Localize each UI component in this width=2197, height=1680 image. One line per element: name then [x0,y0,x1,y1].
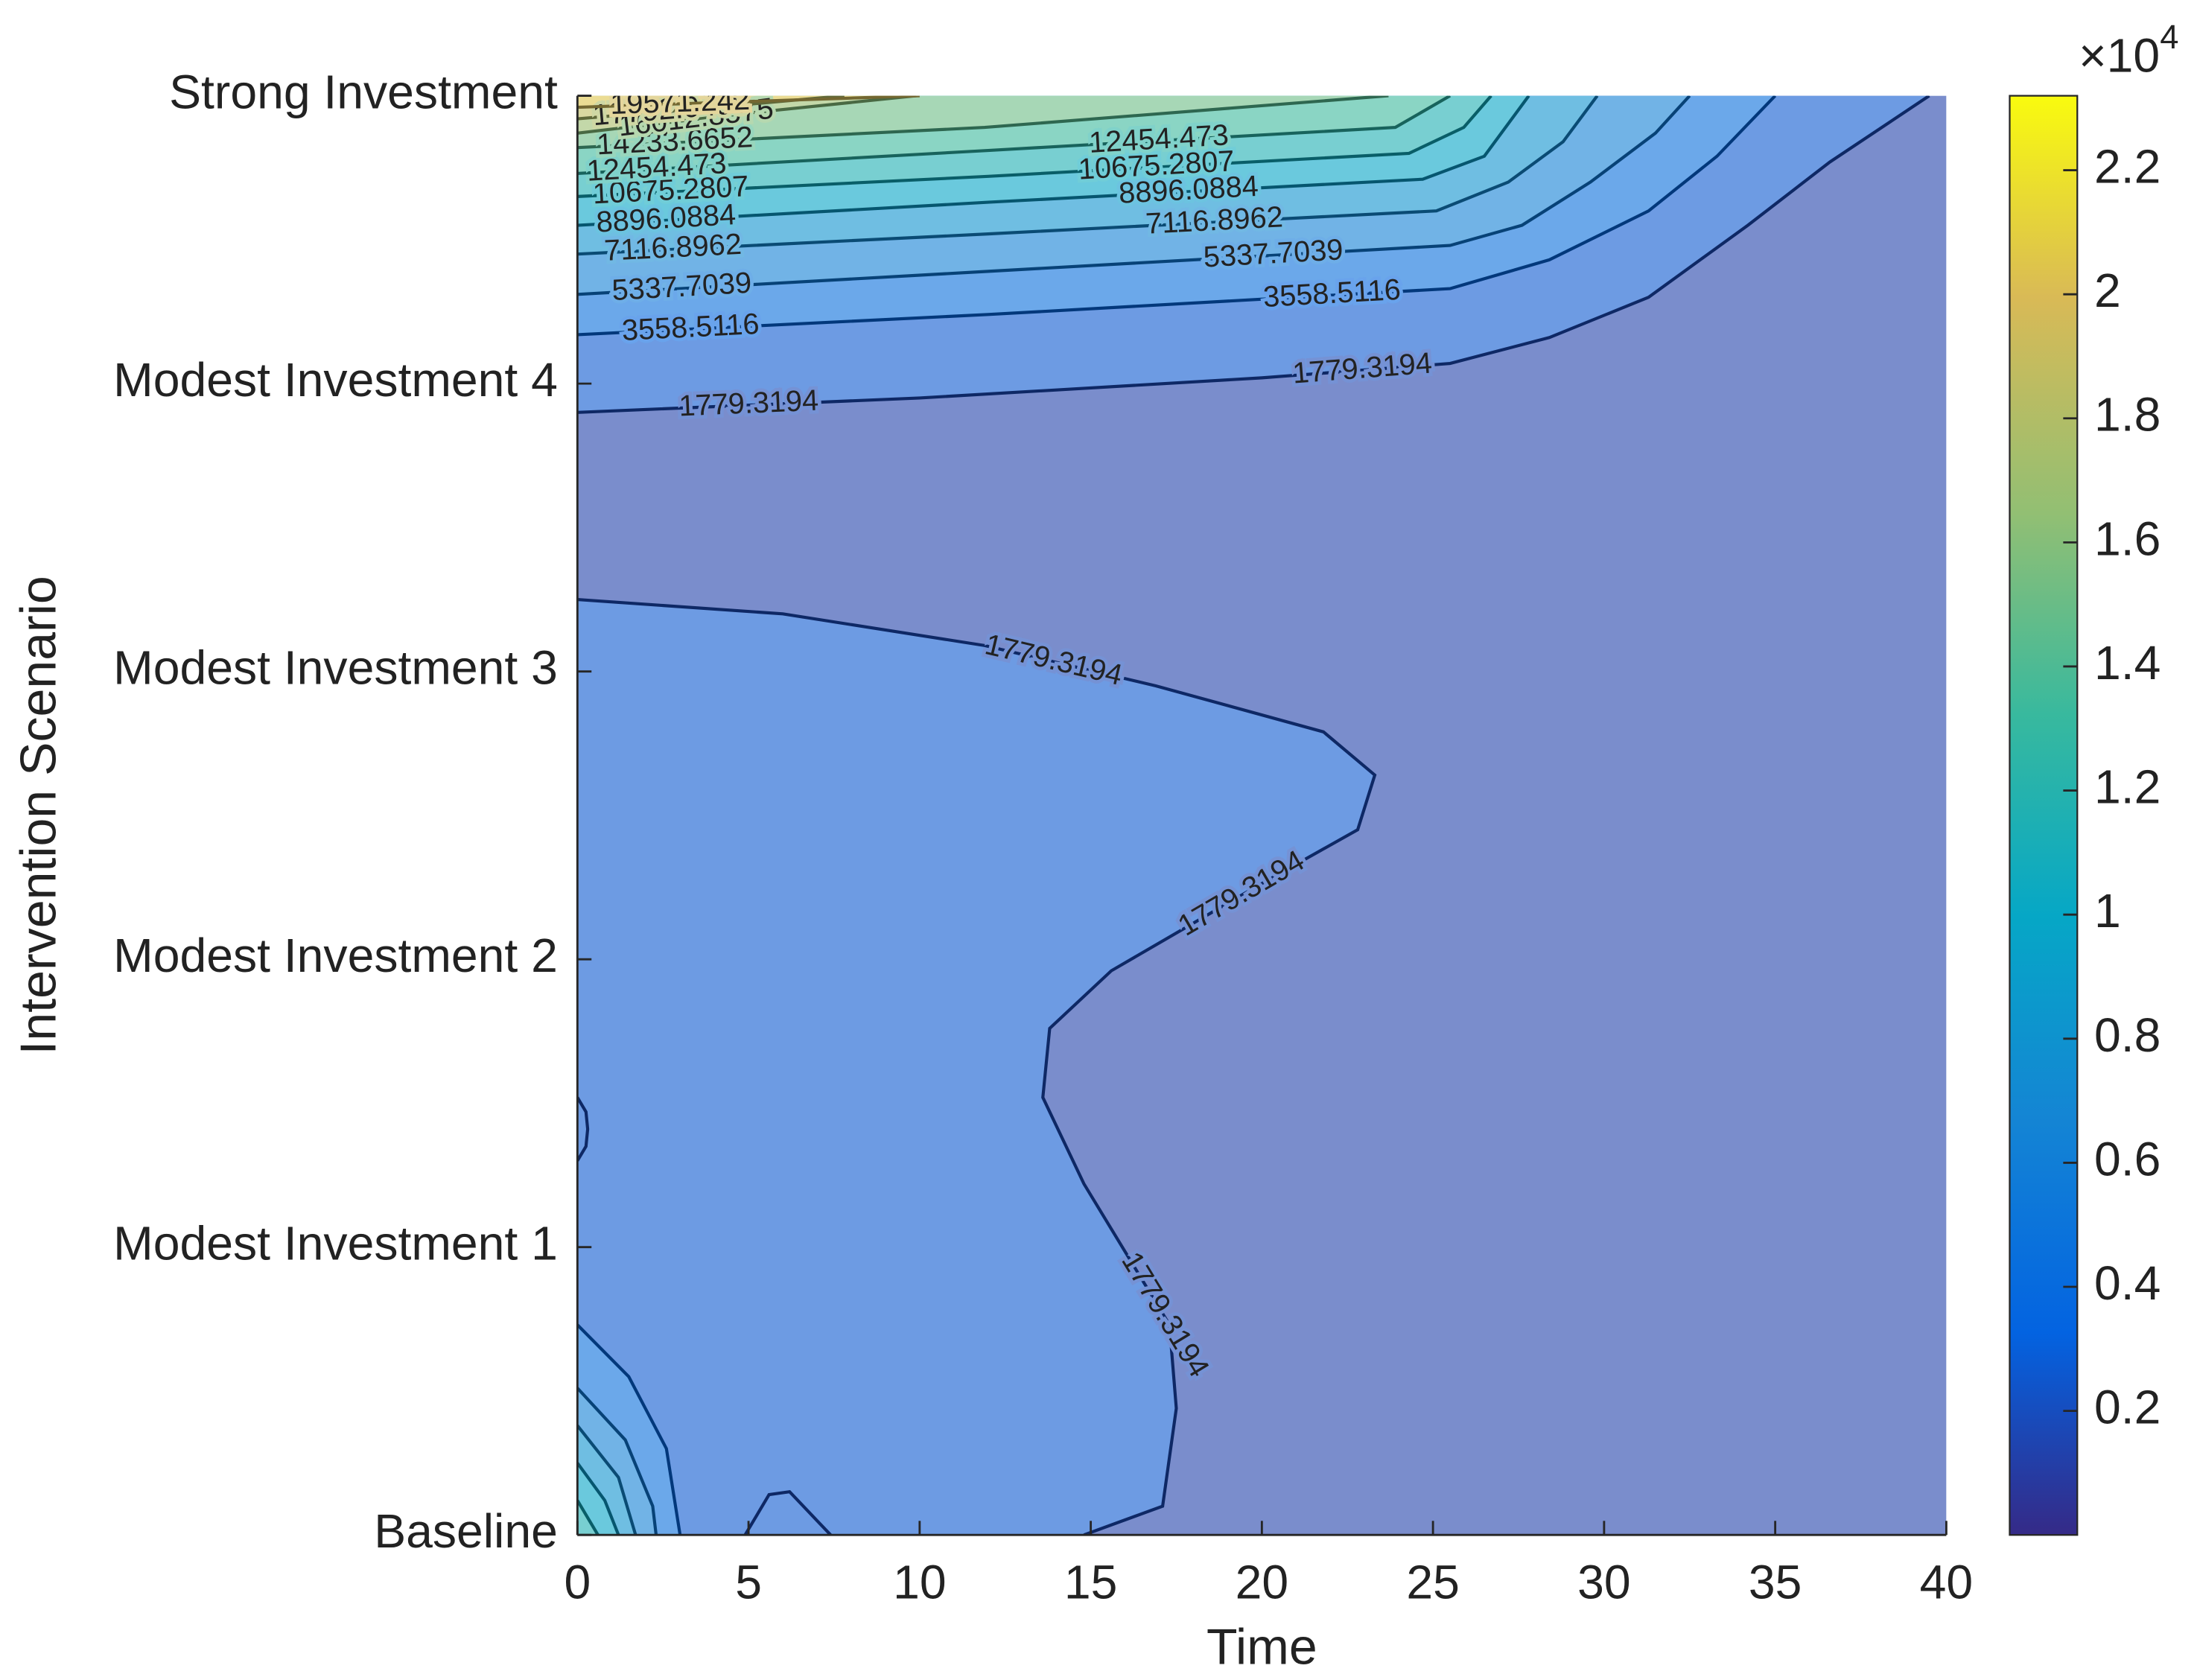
contour-line [577,95,1777,337]
y-axis-title: Intervention Scenario [10,576,67,1054]
axes [576,95,1948,1536]
colorbar-tick-label: 0.2 [2094,1381,2161,1434]
contour-line [577,1323,682,1536]
y-tick-label: Strong Investment [169,66,558,119]
contour-line [577,95,1599,256]
contour-label: 7116.8962 [1145,200,1284,240]
contour-line [577,95,917,135]
x-tick-label: 5 [735,1555,762,1609]
contour-lines: 1779.31941779.31941779.31941779.31941779… [577,83,1930,1536]
contour-band [577,599,1376,1536]
contour-label: 3558.5116 [621,308,760,347]
colorbar-tick-label: 2.2 [2094,140,2161,194]
colorbar-tick-label: 0.8 [2094,1008,2161,1062]
colorbar-tick-label: 0.4 [2094,1256,2161,1310]
x-tick-label: 25 [1406,1555,1460,1609]
colorbar-tick-label: 1.6 [2094,512,2161,565]
contour-label: 12454.473 [586,147,728,187]
colorbar-tick-label: 1.8 [2094,388,2161,442]
contour-line [743,1490,832,1536]
y-tick-label: Modest Investment 4 [113,353,558,407]
colorbar-tick-label: 0.6 [2094,1132,2161,1186]
contour-line [577,95,1530,227]
colorbar-exponent: 4 [2160,18,2178,56]
colorbar [2009,95,2079,1536]
contour-line [577,95,1691,296]
colorbar-multiplier: ×104 [2079,18,2178,82]
contour-label: 1779.3194 [678,384,819,423]
contour-line [577,1387,658,1536]
contour-line [577,95,1930,414]
contour-line [577,1425,638,1536]
contour-field [577,95,1947,1536]
colorbar-tick-label: 2 [2094,264,2121,317]
colorbar-tick-label: 1 [2094,884,2121,938]
x-axis-title: Time [1206,1618,1317,1675]
y-tick-label: Modest Investment 3 [113,641,558,695]
y-tick-label: Modest Investment 2 [113,929,558,982]
x-tick-label: 20 [1236,1555,1289,1609]
contour-label: 12454.473 [1088,118,1230,159]
contour-band [745,1492,831,1536]
contour-line [577,95,1492,198]
contour-band [577,1500,598,1536]
contour-line [577,597,1377,1536]
contour-line [577,95,1389,150]
y-tick-label: Baseline [374,1504,558,1558]
x-tick-label: 35 [1749,1555,1802,1609]
x-tick-label: 15 [1064,1555,1118,1609]
colorbar-multiplier-base: ×10 [2079,28,2160,82]
contour-line [577,95,1452,176]
x-tick-label: 0 [564,1555,591,1609]
contour-label: 19571.242 [610,83,751,121]
contour-line [577,1499,600,1536]
y-tick-label: Modest Investment 1 [113,1217,558,1270]
contour-line [577,1462,620,1536]
contour-line [577,1096,590,1162]
x-tick-label: 40 [1920,1555,1974,1609]
colorbar-tick-label: 1.4 [2094,636,2161,690]
x-tick-label: 10 [893,1555,947,1609]
colorbar-tick-label: 1.2 [2094,760,2161,814]
x-tick-label: 30 [1577,1555,1631,1609]
contour-line [577,95,920,109]
contour-label: 8896.0884 [1118,170,1259,210]
